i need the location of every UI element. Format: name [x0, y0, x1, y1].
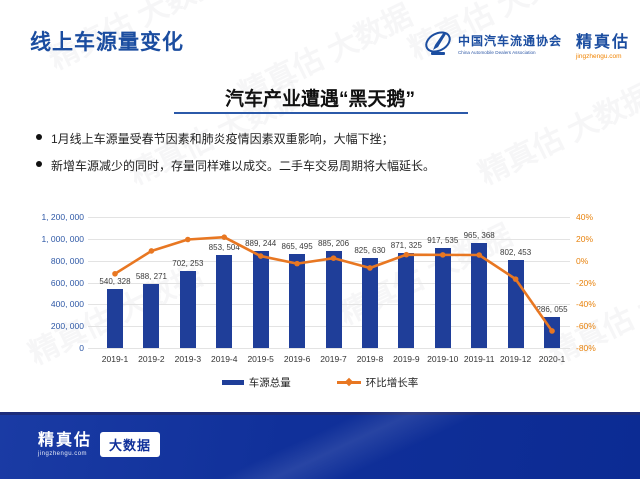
- bar-2019-2: [143, 283, 160, 348]
- footer-bigdata-badge: 大数据: [100, 432, 161, 457]
- bar-2020-1: [544, 316, 561, 348]
- cada-logo-icon: [425, 31, 451, 55]
- bar-value-label: 588, 271: [135, 271, 167, 281]
- x-axis-tick: 2019-11: [463, 354, 495, 364]
- y-axis-left-tick: 1, 000, 000: [41, 233, 84, 244]
- y-axis-left-tick: 400, 000: [50, 299, 84, 310]
- x-axis-tick: 2019-2: [138, 354, 165, 364]
- x-axis-tick: 2019-7: [320, 354, 347, 364]
- bullet-text: 1月线上车源量受春节因素和肺炎疫情因素双重影响，大幅下挫；: [51, 132, 394, 146]
- bullet-dot-icon: [36, 134, 42, 140]
- legend-item-bars: 车源总量: [221, 375, 291, 390]
- x-axis-tick: 2019-12: [500, 354, 532, 364]
- header-logos: 中国汽车流通协会 China Automobile Dealers Associ…: [423, 28, 630, 60]
- section-title: 汽车产业遭遇“黑天鹅”: [224, 89, 415, 110]
- x-axis-tick: 2019-9: [393, 354, 420, 364]
- bar-2019-8: [361, 257, 378, 348]
- legend-label: 车源总量: [248, 377, 291, 389]
- x-axis-tick: 2019-6: [283, 354, 311, 364]
- bar-2019-9: [398, 252, 415, 348]
- line-point-marker: [148, 248, 155, 254]
- footer-brand-name: 精真估: [38, 431, 93, 449]
- footer-logo-text: 精真估 jingzhengu.com: [38, 431, 93, 457]
- x-axis-tick: 2019-3: [174, 354, 202, 364]
- x-axis-tick: 2019-4: [211, 354, 238, 364]
- y-axis-left-tick: 800, 000: [50, 255, 84, 266]
- jingzhengu-name: 精真估: [575, 34, 630, 51]
- bar-value-label: 802, 453: [500, 248, 532, 258]
- legend-label: 环比增长率: [365, 377, 419, 389]
- bar-2019-10: [434, 247, 451, 348]
- section-title-underline: [174, 112, 468, 114]
- y-axis-right-tick: 0%: [576, 255, 589, 266]
- y-axis-right-tick: 40%: [576, 212, 594, 222]
- x-axis-tick: 2019-1: [101, 354, 129, 364]
- x-axis-tick: 2019-10: [427, 354, 459, 364]
- y-axis-right-tick: -40%: [576, 299, 596, 310]
- y-axis-right-tick: -60%: [576, 321, 596, 332]
- cada-name-cn: 中国汽车流通协会: [457, 33, 562, 48]
- y-axis-right-tick: 20%: [576, 233, 594, 244]
- cada-name-en: China Automobile Dealers Association: [457, 49, 536, 55]
- bar-value-label: 286, 055: [536, 304, 568, 314]
- x-axis-tick: 2020-1: [538, 354, 566, 364]
- cada-logo-text: 中国汽车流通协会 China Automobile Dealers Associ…: [458, 32, 562, 55]
- footer-brand-domain: jingzhengu.com: [38, 450, 88, 457]
- footer-logo: 精真估 jingzhengu.com 大数据: [38, 431, 161, 457]
- bullet-text: 新增车源减少的同时，存量同样难以成交。二手车交易周期将大幅延长。: [51, 159, 436, 173]
- cada-logo: 中国汽车流通协会 China Automobile Dealers Associ…: [423, 28, 562, 58]
- bar-2019-6: [289, 253, 306, 348]
- legend-item-line: 环比增长率: [336, 375, 419, 390]
- bar-2019-3: [179, 271, 196, 348]
- y-axis-left-tick: 600, 000: [50, 277, 84, 288]
- y-axis-right-tick: -80%: [576, 343, 596, 353]
- bar-swatch-icon: [221, 380, 244, 385]
- jingzhengu-domain: jingzhengu.com: [575, 53, 622, 60]
- x-axis-tick: 2019-8: [356, 354, 384, 364]
- bar-2019-1: [107, 289, 123, 348]
- bar-2019-4: [216, 254, 233, 348]
- gridline: [88, 217, 570, 218]
- combo-chart: 车源总量 环比增长率 1, 200, 000 40% 1, 000, 000 20% 8…: [0, 205, 640, 405]
- y-axis-left-tick: 1, 200, 000: [41, 212, 84, 222]
- bullet-item: 新增车源减少的同时，存量同样难以成交。二手车交易周期将大幅延长。: [36, 157, 606, 174]
- page-title: 线上车源量变化: [30, 31, 184, 54]
- bar-2019-5: [252, 250, 269, 348]
- bar-value-label: 702, 253: [172, 259, 204, 269]
- y-axis-left-tick: 0: [79, 343, 84, 353]
- y-axis-right-tick: -20%: [576, 277, 596, 288]
- line-swatch-icon: [336, 381, 361, 384]
- gridline: [88, 348, 570, 349]
- chart-legend: 车源总量 环比增长率: [0, 375, 640, 390]
- bar-2019-7: [325, 251, 342, 348]
- footer-band: 精真估 jingzhengu.com 大数据: [0, 412, 640, 479]
- bullet-dot-icon: [36, 161, 42, 167]
- line-point-marker: [112, 270, 118, 277]
- jingzhengu-logo: 精真估 jingzhengu.com: [576, 28, 630, 60]
- x-axis-tick: 2019-5: [247, 354, 274, 364]
- bar-2019-11: [471, 242, 488, 348]
- bar-value-label: 965, 368: [463, 230, 495, 240]
- bullet-item: 1月线上车源量受春节因素和肺炎疫情因素双重影响，大幅下挫；: [36, 130, 606, 147]
- y-axis-left-tick: 200, 000: [50, 321, 84, 332]
